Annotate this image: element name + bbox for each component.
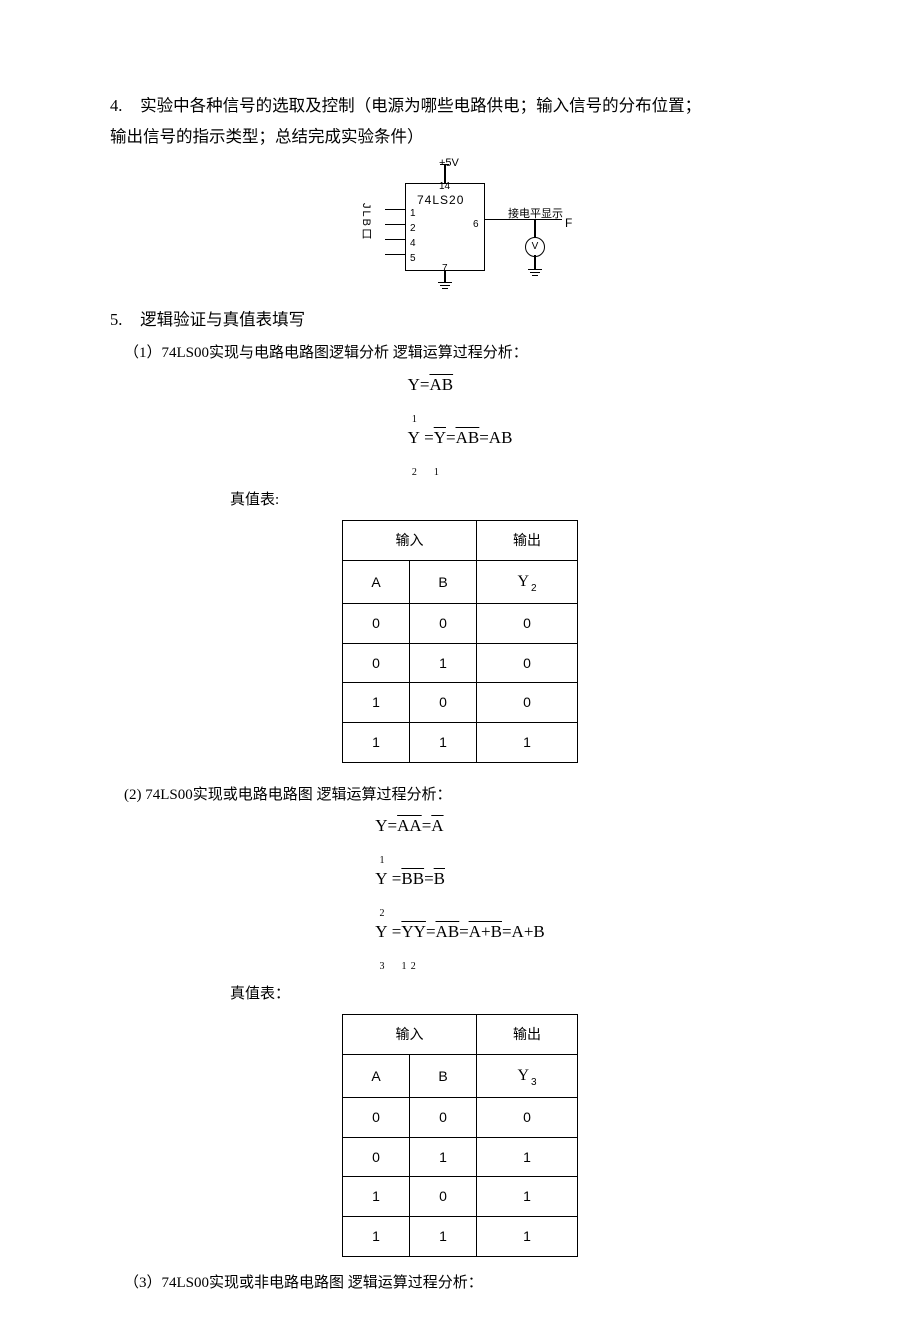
table-cell: 0 bbox=[343, 643, 410, 683]
part1-table-label: 真值表: bbox=[230, 486, 810, 515]
f-label: F bbox=[565, 212, 572, 235]
table-cell: 1 bbox=[410, 1217, 477, 1257]
th-a: A bbox=[343, 1054, 410, 1097]
side-label: JLB口 bbox=[355, 203, 376, 241]
table-row: 000 bbox=[343, 1098, 578, 1138]
section-5-title: 5. 逻辑验证与真值表填写 bbox=[110, 304, 810, 335]
wire-vcc-cap bbox=[440, 164, 449, 166]
pin-6: 6 bbox=[473, 215, 479, 234]
circuit-diagram: +5V 74LS20 14 1 2 4 5 6 7 JLB口 接电平显示 F V bbox=[345, 159, 575, 289]
part3-heading: （3）74LS00实现或非电路电路图 逻辑运算过程分析： bbox=[124, 1269, 810, 1298]
table-row: 010 bbox=[343, 643, 578, 683]
wire-gnd bbox=[444, 270, 446, 282]
wire-meter-drop bbox=[534, 219, 536, 237]
th-a: A bbox=[343, 560, 410, 603]
part2-formula: Y=AA=A 1 Y =BB=B 2 Y =YY=AB=A+B=A+B 3 1 … bbox=[110, 813, 810, 972]
table-row: 111 bbox=[343, 1217, 578, 1257]
section-4-text1: 实验中各种信号的选取及控制（电源为哪些电路供电；输入信号的分布位置； bbox=[140, 96, 701, 115]
table-row: 100 bbox=[343, 683, 578, 723]
table-row: 111 bbox=[343, 722, 578, 762]
table-cell: 0 bbox=[343, 1137, 410, 1177]
th-output: 输出 bbox=[477, 521, 578, 561]
pin-5: 5 bbox=[410, 249, 416, 268]
part1-formula: Y=AB 1 Y =Y=AB=AB 2 1 bbox=[110, 372, 810, 478]
table-cell: 1 bbox=[477, 722, 578, 762]
wire-meter-gnd bbox=[534, 255, 536, 269]
table-row: 000 bbox=[343, 604, 578, 644]
section-4-line2: 输出信号的指示类型；总结完成实验条件） bbox=[110, 121, 810, 152]
table-cell: 1 bbox=[343, 1177, 410, 1217]
table-cell: 0 bbox=[343, 1098, 410, 1138]
table-cell: 0 bbox=[477, 604, 578, 644]
table-cell: 0 bbox=[410, 1098, 477, 1138]
table-subheader-row: A B Y3 bbox=[343, 1054, 578, 1097]
wire-in2 bbox=[385, 224, 405, 226]
section-5-text: 逻辑验证与真值表填写 bbox=[140, 310, 305, 329]
table-cell: 1 bbox=[343, 683, 410, 723]
table-cell: 0 bbox=[410, 1177, 477, 1217]
table-cell: 0 bbox=[410, 683, 477, 723]
pin-14: 14 bbox=[439, 177, 450, 196]
right-label: 接电平显示 bbox=[508, 204, 563, 225]
part1-heading: （1）74LS00实现与电路电路图逻辑分析 逻辑运算过程分析： bbox=[124, 339, 810, 368]
wire-in5 bbox=[385, 254, 405, 256]
table-cell: 0 bbox=[477, 1098, 578, 1138]
th-input: 输入 bbox=[343, 1015, 477, 1055]
section-5-number: 5. bbox=[110, 304, 136, 335]
th-input: 输入 bbox=[343, 521, 477, 561]
table-cell: 1 bbox=[410, 1137, 477, 1177]
section-4-number: 4. bbox=[110, 90, 136, 121]
part2-heading: (2) 74LS00实现或电路电路图 逻辑运算过程分析： bbox=[124, 781, 810, 810]
voltmeter-icon: V bbox=[525, 237, 545, 257]
table-header-row: 输入 输出 bbox=[343, 521, 578, 561]
table-cell: 0 bbox=[477, 643, 578, 683]
table-cell: 1 bbox=[343, 1217, 410, 1257]
part2-truth-table: 输入 输出 A B Y3 000011101111 bbox=[342, 1014, 578, 1256]
circuit-diagram-wrap: +5V 74LS20 14 1 2 4 5 6 7 JLB口 接电平显示 F V bbox=[110, 159, 810, 300]
table-cell: 1 bbox=[477, 1177, 578, 1217]
table-row: 011 bbox=[343, 1137, 578, 1177]
th-output: 输出 bbox=[477, 1015, 578, 1055]
table-cell: 1 bbox=[410, 643, 477, 683]
table-cell: 1 bbox=[410, 722, 477, 762]
wire-in4 bbox=[385, 239, 405, 241]
table-cell: 1 bbox=[477, 1217, 578, 1257]
part2-table-label: 真值表： bbox=[230, 980, 810, 1009]
table-cell: 1 bbox=[343, 722, 410, 762]
table-row: 101 bbox=[343, 1177, 578, 1217]
wire-in1 bbox=[385, 209, 405, 211]
th-y2: Y2 bbox=[477, 560, 578, 603]
table-cell: 1 bbox=[477, 1137, 578, 1177]
th-b: B bbox=[410, 1054, 477, 1097]
section-4-line1: 4. 实验中各种信号的选取及控制（电源为哪些电路供电；输入信号的分布位置； bbox=[110, 90, 810, 121]
table-cell: 0 bbox=[477, 683, 578, 723]
table-cell: 0 bbox=[343, 604, 410, 644]
th-b: B bbox=[410, 560, 477, 603]
table-cell: 0 bbox=[410, 604, 477, 644]
table-subheader-row: A B Y2 bbox=[343, 560, 578, 603]
th-y3: Y3 bbox=[477, 1054, 578, 1097]
table-header-row: 输入 输出 bbox=[343, 1015, 578, 1055]
part1-truth-table: 输入 输出 A B Y2 000010100111 bbox=[342, 520, 578, 762]
